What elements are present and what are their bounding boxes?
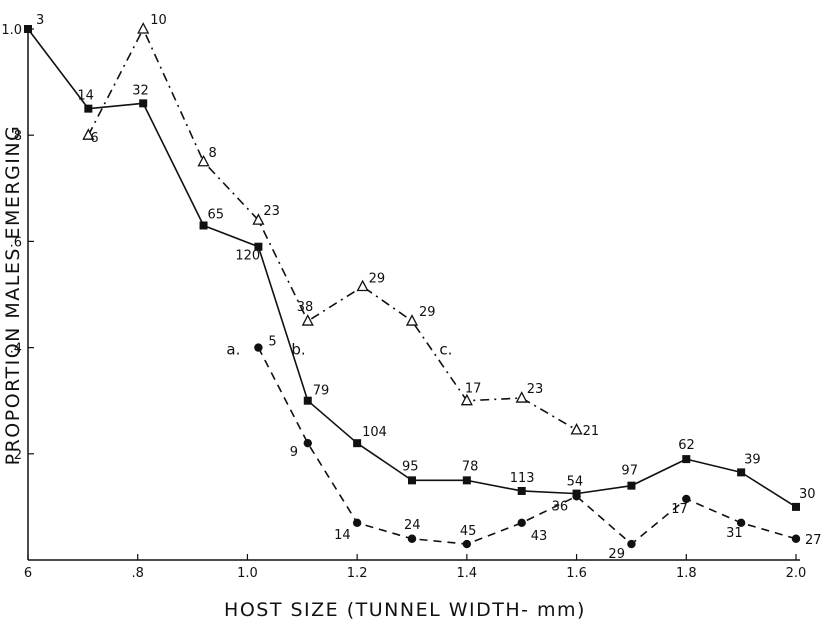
- series-b-point-10: [572, 489, 581, 498]
- series-a-point-5: [517, 518, 526, 528]
- series-b-count-label: 3: [36, 13, 44, 28]
- series-b-point-7: [408, 476, 416, 485]
- series-b-point-4: [254, 242, 263, 251]
- series-c-curve-label: c.: [439, 341, 452, 359]
- y-tick-label: 2: [14, 448, 22, 463]
- series-c-count-label: 23: [527, 382, 544, 397]
- series-b-point-13: [737, 468, 746, 477]
- series-c-count-label: 23: [263, 204, 280, 219]
- series-c-point-8: [515, 391, 528, 403]
- series-a-count-label: 36: [552, 499, 569, 514]
- x-tick-label: .8: [132, 566, 144, 581]
- x-tick-label: 1.2: [347, 566, 368, 581]
- series-a-point-8: [682, 494, 691, 504]
- series-a-count-label: 5: [268, 335, 276, 350]
- series-c-count-label: 38: [297, 300, 314, 315]
- series-a-count-label: 29: [608, 547, 625, 562]
- series-b-point-14: [792, 502, 800, 511]
- series-b-curve-label: b.: [291, 341, 305, 359]
- series-b-point-6: [353, 439, 362, 448]
- series-c-count-label: 8: [209, 146, 217, 161]
- y-axis-title: PROPORTION MALES EMERGING: [2, 125, 24, 466]
- series-c-count-label: 6: [90, 131, 98, 146]
- series-c-count-label: 17: [465, 382, 482, 397]
- y-tick-label: .8: [10, 129, 22, 144]
- x-tick-label: 1.8: [676, 566, 697, 581]
- series-b-count-label: 97: [621, 464, 638, 479]
- series-b-count-label: 120: [235, 249, 260, 264]
- series-a-point-7: [627, 539, 636, 549]
- series-b-point-8: [462, 476, 471, 485]
- series-b-point-2: [139, 99, 148, 108]
- series-a-point-9: [736, 518, 746, 528]
- x-axis-title: HOST SIZE (TUNNEL WIDTH- mm): [224, 599, 586, 621]
- series-c-line: [87, 28, 577, 431]
- series-b-count-label: 95: [402, 459, 419, 474]
- series-c-count-label: 10: [150, 13, 167, 28]
- y-tick-label: .4: [10, 342, 22, 357]
- series-b-count-label: 79: [313, 384, 330, 399]
- y-tick-label: .6: [10, 235, 22, 250]
- series-c-point-6: [405, 314, 419, 326]
- count-labels: 5 9 14 24 45 43 36 29 17 31 27 3 14 32 65 120 79 104 95 78 1…: [36, 13, 822, 562]
- series-b-point-11: [627, 481, 636, 490]
- series-a-count-label: 45: [460, 524, 477, 539]
- series-b-count-label: 30: [799, 487, 816, 502]
- series-b-point-0: [24, 25, 32, 33]
- ticks: 6 .8 1.0 1.2 1.4 1.6 1.8 2.0 2 .4 .6 .8 1.0: [1, 23, 806, 581]
- series-c-point-3: [252, 213, 265, 225]
- series-b-count-label: 62: [678, 438, 695, 453]
- x-tick-label: 2.0: [786, 566, 807, 581]
- series-b-count-label: 32: [132, 83, 149, 98]
- series-a-curve-label: a.: [226, 341, 240, 359]
- series-b-count-label: 39: [744, 452, 761, 467]
- series-b-point-1: [84, 104, 93, 113]
- series-a-point-10: [791, 534, 801, 543]
- series-b-count-label: 65: [208, 207, 225, 222]
- x-tick-label: 1.6: [566, 566, 587, 581]
- y-tick-label: 1.0: [1, 23, 22, 38]
- series-a-count-label: 27: [805, 533, 822, 548]
- series-c-point-7: [460, 393, 473, 406]
- series-c-point-1: [137, 22, 150, 34]
- series-c-point-0: [82, 128, 95, 140]
- series-b-point-3: [199, 221, 208, 230]
- series-b-point-12: [682, 455, 691, 464]
- series-c-point-4: [301, 314, 314, 326]
- series-b-count-label: 113: [510, 471, 535, 486]
- axes: [27, 28, 800, 561]
- series-a-count-label: 24: [404, 518, 421, 533]
- series-a-point-2: [352, 518, 362, 528]
- series-a-point-3: [407, 534, 417, 543]
- x-tick-label: 1.0: [237, 566, 258, 581]
- x-tick-label: 1.4: [457, 566, 478, 581]
- x-tick-label: 6: [24, 566, 32, 581]
- series-a-point-1: [303, 438, 312, 448]
- series-c-point-2: [197, 154, 210, 167]
- series-a-point-0: [254, 343, 263, 352]
- series-b-point-5: [303, 396, 312, 405]
- series-a-count-label: 43: [531, 529, 548, 544]
- series-b-count-label: 78: [462, 459, 479, 474]
- curve-labels: a. b. c.: [226, 341, 452, 359]
- series-b-point-9: [517, 486, 526, 495]
- series-a-count-label: 14: [334, 528, 351, 543]
- series-a-line: [257, 347, 797, 545]
- series-b-count-label: 104: [362, 425, 387, 440]
- series-c-count-label: 21: [583, 424, 600, 439]
- series-a-count-label: 17: [671, 502, 688, 517]
- series-c-point-9: [570, 423, 583, 435]
- series-markers: [24, 22, 801, 549]
- series-c-count-label: 29: [369, 272, 386, 287]
- series-b-count-label: 14: [77, 89, 94, 104]
- series-c-count-label: 29: [419, 305, 436, 320]
- series-a-count-label: 9: [290, 445, 298, 460]
- series-a-count-label: 31: [726, 526, 743, 541]
- series-b-count-label: 54: [567, 475, 584, 490]
- series-c-point-5: [356, 279, 369, 292]
- series-a-point-4: [462, 539, 472, 549]
